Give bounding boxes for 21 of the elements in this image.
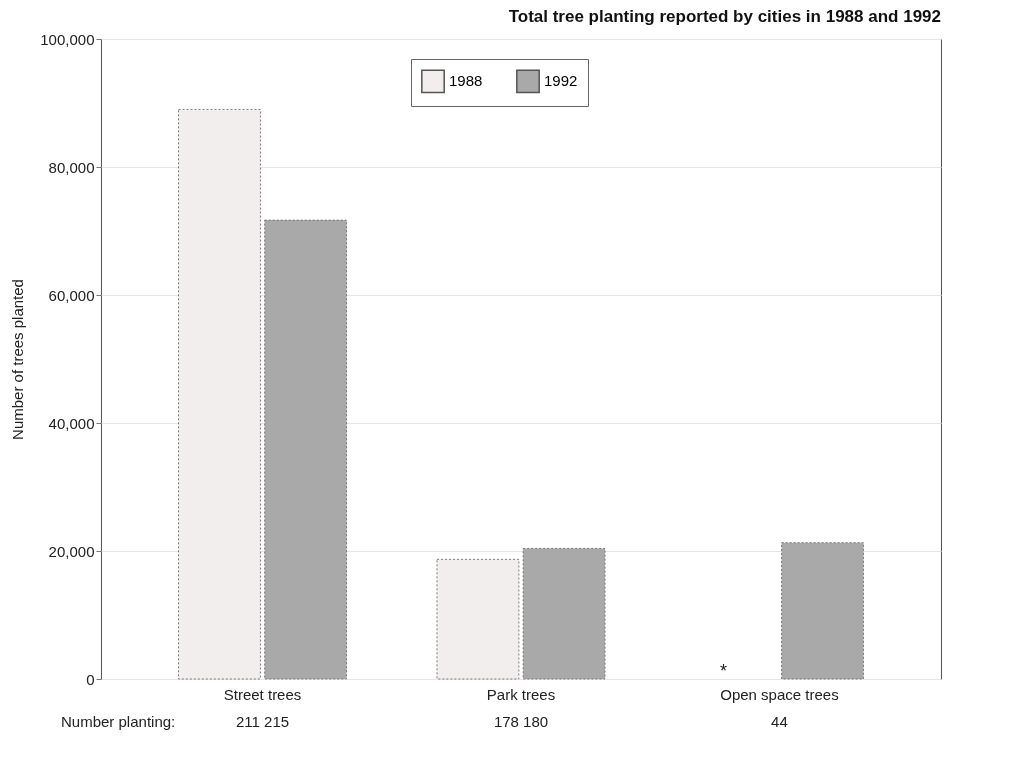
y-tick-label: 100,000 (40, 30, 95, 48)
x-tick-label: Street trees (223, 685, 302, 703)
bar (522, 547, 606, 680)
text: Number planting: (61, 713, 176, 730)
legend-label: 1992 (544, 72, 578, 90)
text: 178 180 (493, 713, 549, 730)
chart-title: Total tree planting reported by cities in 1988 and 1992 (508, 7, 941, 26)
x-tick-label: Open space trees (720, 685, 839, 703)
y-tick-label: 80,000 (48, 158, 95, 176)
text: 44 (771, 713, 788, 730)
y-tick-label: 60,000 (48, 286, 95, 304)
legend-label: 1988 (449, 72, 483, 90)
y-tick-label: 0 (86, 670, 95, 688)
y-tick-label: 20,000 (48, 542, 95, 560)
x-tick-label: Park trees (486, 685, 556, 703)
y-axis-title: Number of trees planted (9, 279, 27, 440)
y-tick-label: 40,000 (48, 414, 95, 432)
annotation: * (719, 661, 727, 681)
bar (264, 219, 348, 680)
text: 211 215 (235, 713, 290, 730)
bar (781, 542, 864, 680)
